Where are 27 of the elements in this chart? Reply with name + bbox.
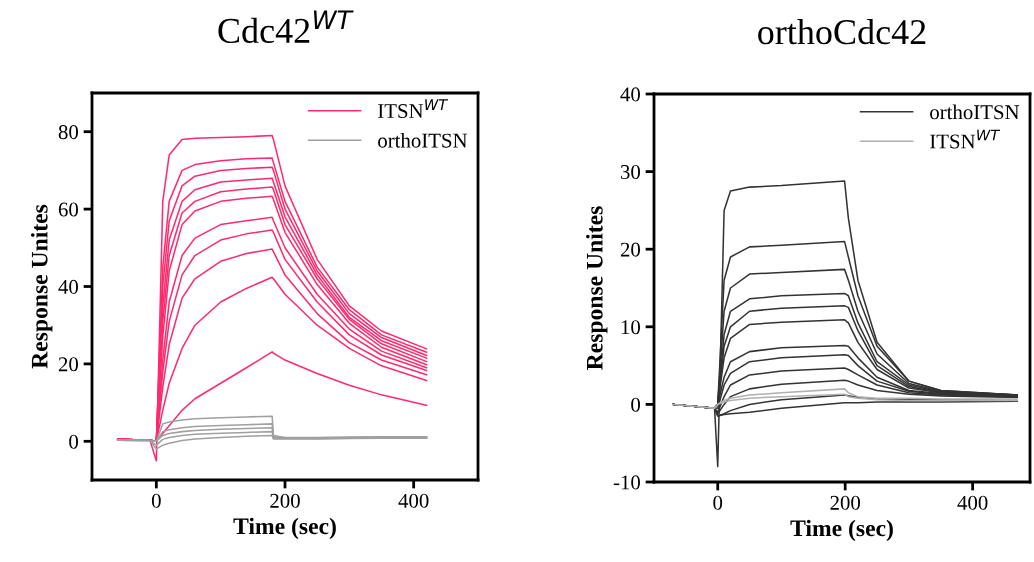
y-tick-label: 30 xyxy=(620,164,641,180)
y-tick-label: 80 xyxy=(58,125,79,140)
legend-label: orthoITSN xyxy=(378,132,468,148)
y-tick-label: 20 xyxy=(58,357,79,372)
y-tick-label: -10 xyxy=(613,475,641,490)
y-tick-label: 40 xyxy=(620,87,641,102)
x-tick-label: 0 xyxy=(151,493,161,508)
chart-title: orthoCdc42 xyxy=(758,18,926,45)
y-tick-label: 60 xyxy=(58,202,79,217)
y-tick-label: 10 xyxy=(621,320,641,335)
y-tick-label: 0 xyxy=(69,434,79,449)
chart-title: Cdc42$^{WT}$ xyxy=(218,10,354,44)
legend-label: orthoITSN xyxy=(930,104,1020,120)
legend-label: ITSN$^{WT}$ xyxy=(930,129,1001,149)
legend-label: ITSN$^{WT}$ xyxy=(378,99,449,119)
x-tick-label: 400 xyxy=(398,493,429,508)
y-tick-label: 40 xyxy=(58,279,79,294)
y-tick-label: 20 xyxy=(620,242,641,257)
x-tick-label: 400 xyxy=(957,495,988,510)
x-tick-label: 200 xyxy=(830,495,861,510)
x-tick-label: 0 xyxy=(713,495,723,510)
y-axis-title: Response Unites xyxy=(31,204,53,369)
x-axis-title: Time (sec) xyxy=(790,519,893,542)
y-tick-label: 0 xyxy=(631,397,641,412)
x-tick-label: 200 xyxy=(270,493,300,508)
x-axis-title: Time (sec) xyxy=(233,517,336,540)
y-axis-title: Response Unites xyxy=(586,206,608,370)
